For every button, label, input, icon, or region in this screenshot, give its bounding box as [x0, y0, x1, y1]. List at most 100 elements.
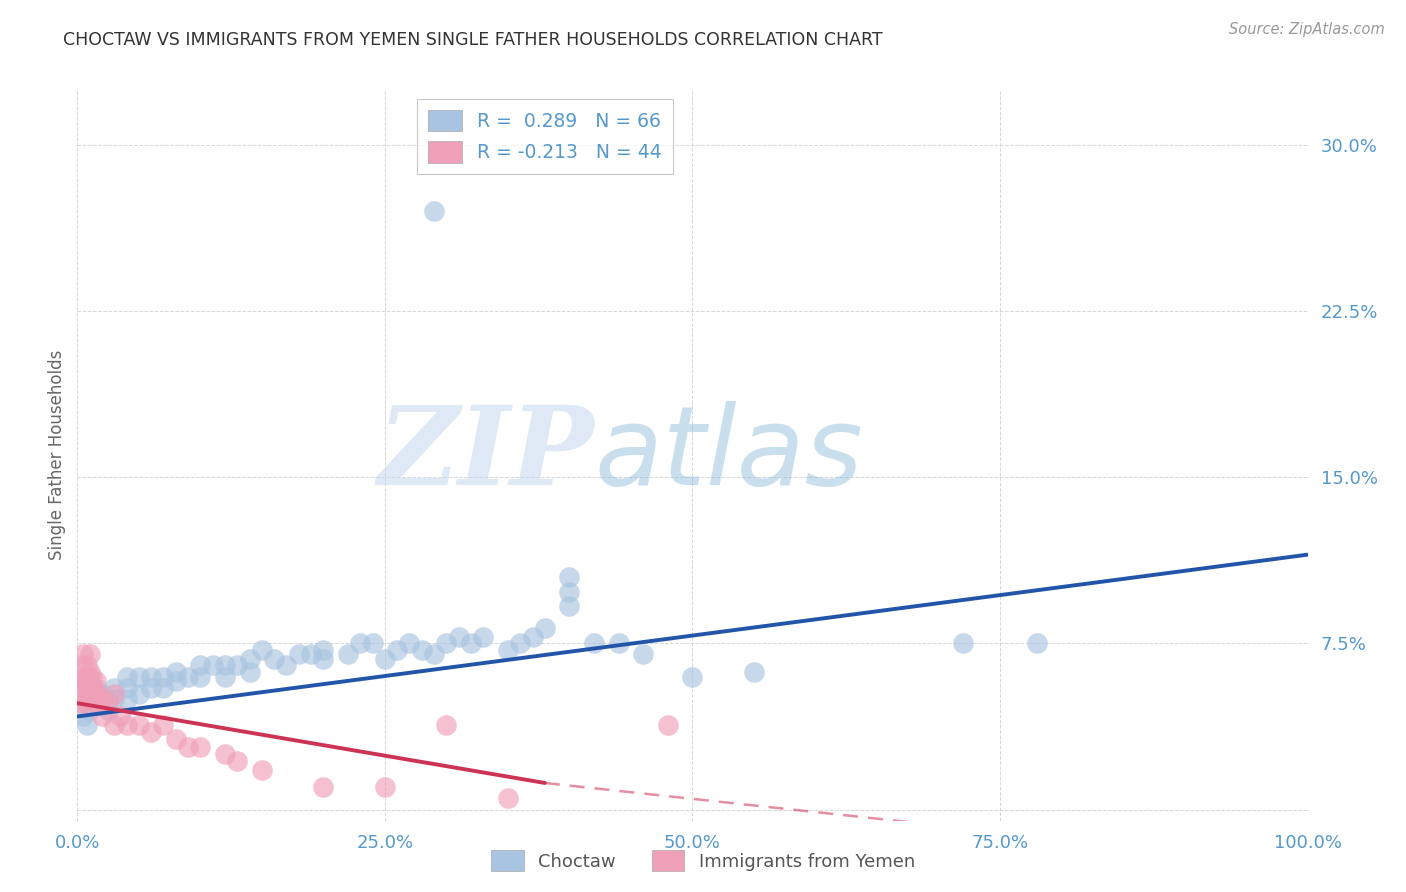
Point	[299, 648, 322, 662]
Point	[337, 648, 360, 662]
Point	[188, 669, 212, 683]
Point	[89, 696, 111, 710]
Point	[188, 740, 212, 755]
Point	[312, 652, 335, 666]
Point	[239, 652, 262, 666]
Point	[97, 691, 120, 706]
Point	[75, 696, 97, 710]
Point	[73, 669, 96, 683]
Text: CHOCTAW VS IMMIGRANTS FROM YEMEN SINGLE FATHER HOUSEHOLDS CORRELATION CHART: CHOCTAW VS IMMIGRANTS FROM YEMEN SINGLE …	[63, 31, 883, 49]
Point	[76, 673, 98, 688]
Point	[496, 643, 519, 657]
Point	[110, 709, 132, 723]
Point	[312, 643, 335, 657]
Point	[742, 665, 765, 680]
Point	[312, 780, 335, 795]
Point	[72, 709, 94, 723]
Point	[128, 687, 150, 701]
Point	[633, 648, 655, 662]
Point	[276, 658, 298, 673]
Point	[288, 648, 311, 662]
Point	[460, 636, 482, 650]
Point	[77, 669, 100, 683]
Point	[522, 630, 544, 644]
Point	[84, 681, 107, 695]
Point	[682, 669, 704, 683]
Point	[952, 636, 974, 650]
Point	[361, 636, 384, 650]
Point	[214, 658, 236, 673]
Point	[374, 780, 396, 795]
Text: Source: ZipAtlas.com: Source: ZipAtlas.com	[1229, 22, 1385, 37]
Legend: Choctaw, Immigrants from Yemen: Choctaw, Immigrants from Yemen	[484, 843, 922, 879]
Point	[411, 643, 433, 657]
Point	[77, 691, 100, 706]
Point	[90, 696, 114, 710]
Point	[103, 718, 125, 732]
Point	[79, 703, 101, 717]
Point	[250, 763, 273, 777]
Point	[70, 681, 93, 695]
Point	[141, 725, 163, 739]
Point	[177, 669, 200, 683]
Point	[115, 691, 138, 706]
Point	[214, 669, 236, 683]
Point	[177, 740, 200, 755]
Point	[496, 791, 519, 805]
Point	[70, 696, 93, 710]
Point	[103, 687, 125, 701]
Point	[103, 691, 125, 706]
Point	[152, 669, 174, 683]
Point	[447, 630, 470, 644]
Y-axis label: Single Father Households: Single Father Households	[48, 350, 66, 560]
Point	[73, 691, 96, 706]
Point	[509, 636, 531, 650]
Point	[534, 621, 557, 635]
Point	[558, 585, 581, 599]
Point	[607, 636, 630, 650]
Legend: R =  0.289   N = 66, R = -0.213   N = 44: R = 0.289 N = 66, R = -0.213 N = 44	[416, 99, 673, 174]
Point	[558, 570, 581, 584]
Point	[349, 636, 371, 650]
Point	[97, 703, 120, 717]
Point	[76, 658, 98, 673]
Point	[72, 673, 94, 688]
Point	[115, 669, 138, 683]
Point	[239, 665, 262, 680]
Point	[82, 669, 104, 683]
Point	[423, 204, 446, 219]
Point	[72, 648, 94, 662]
Point	[128, 669, 150, 683]
Point	[214, 747, 236, 761]
Point	[90, 709, 114, 723]
Point	[79, 665, 101, 680]
Point	[1026, 636, 1049, 650]
Text: atlas: atlas	[595, 401, 863, 508]
Point	[83, 691, 105, 706]
Point	[226, 754, 249, 768]
Point	[374, 652, 396, 666]
Point	[423, 648, 446, 662]
Point	[84, 673, 107, 688]
Point	[263, 652, 285, 666]
Point	[165, 665, 187, 680]
Point	[115, 681, 138, 695]
Point	[226, 658, 249, 673]
Point	[128, 718, 150, 732]
Point	[201, 658, 224, 673]
Point	[115, 718, 138, 732]
Point	[141, 669, 163, 683]
Point	[79, 691, 101, 706]
Point	[398, 636, 420, 650]
Point	[90, 687, 114, 701]
Point	[103, 681, 125, 695]
Point	[558, 599, 581, 613]
Point	[250, 643, 273, 657]
Point	[472, 630, 495, 644]
Point	[657, 718, 679, 732]
Point	[436, 718, 458, 732]
Point	[79, 681, 101, 695]
Point	[76, 718, 98, 732]
Point	[70, 658, 93, 673]
Point	[385, 643, 409, 657]
